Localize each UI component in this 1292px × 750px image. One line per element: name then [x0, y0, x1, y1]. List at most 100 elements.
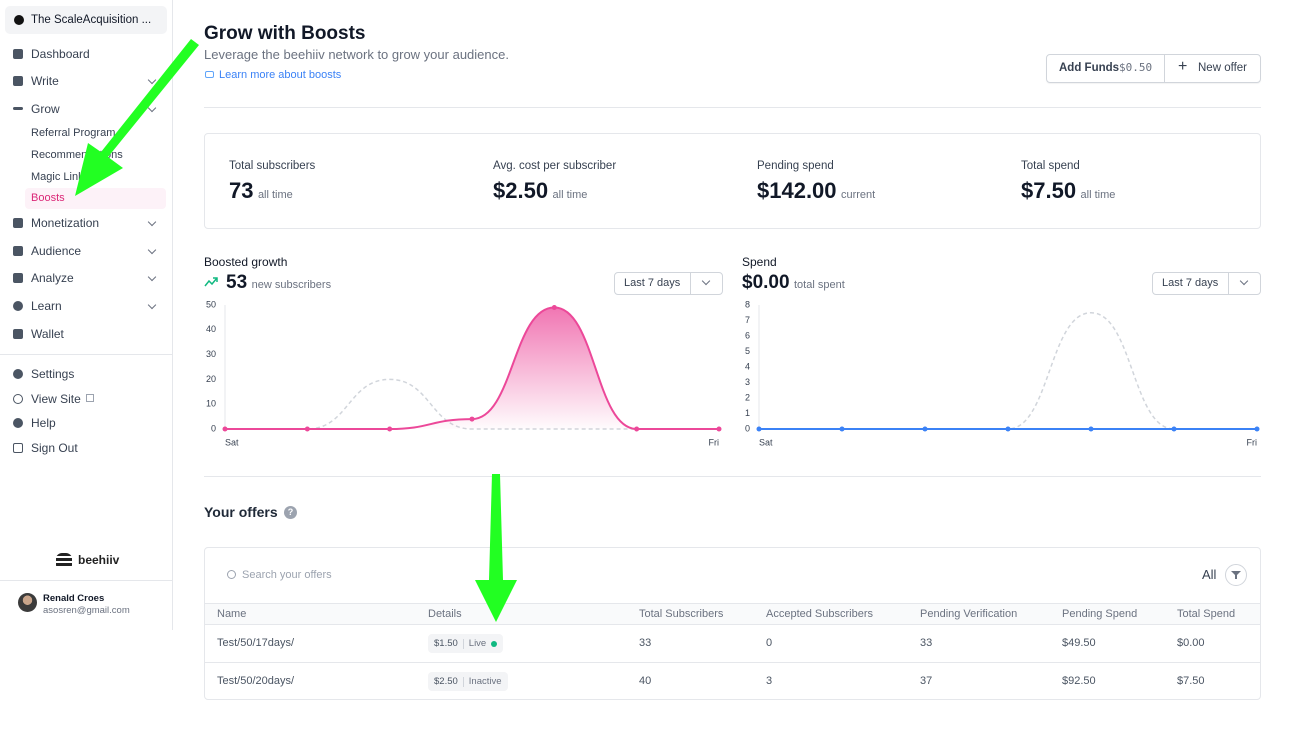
- column-header: Total Subscribers: [639, 608, 724, 620]
- user-name: Renald Croes: [43, 593, 105, 604]
- add-funds-button[interactable]: Add Funds: [1059, 62, 1120, 74]
- nav-item[interactable]: Monetization: [31, 216, 100, 230]
- icon: [13, 49, 23, 59]
- y-tick-label: 30: [206, 349, 216, 359]
- cell: 37: [920, 675, 933, 687]
- brand-logo: [56, 553, 72, 567]
- button-group: [1046, 54, 1261, 83]
- divider: [0, 580, 172, 581]
- stat-label: Pending spend: [757, 160, 834, 172]
- stat-value: 73: [229, 178, 254, 203]
- dropdown-divider: [1228, 272, 1229, 295]
- y-tick-label: 5: [745, 346, 750, 356]
- stat-label: Avg. cost per subscriber: [493, 160, 617, 172]
- icon: [13, 76, 23, 86]
- nav-item[interactable]: Wallet: [31, 327, 64, 341]
- y-tick-label: 3: [745, 377, 750, 387]
- range-dropdown[interactable]: [614, 272, 723, 295]
- nav-item[interactable]: Learn: [31, 299, 62, 313]
- cell: $92.50: [1062, 675, 1096, 687]
- workspace-name: The ScaleAcquisition ...: [31, 14, 152, 26]
- x-tick-label: Sat: [225, 437, 239, 447]
- range-label: Last 7 days: [1162, 277, 1219, 289]
- icon: [13, 301, 23, 311]
- trend-icon: [204, 277, 218, 287]
- point: [716, 426, 722, 432]
- cell: 3: [766, 675, 773, 687]
- stat-value-row: $142.00 current: [757, 178, 875, 208]
- icon: [13, 418, 23, 428]
- cell: 40: [639, 675, 652, 687]
- point: [1088, 426, 1094, 432]
- icon: [13, 273, 23, 283]
- stats-card: [204, 133, 1261, 229]
- separator: [462, 638, 464, 649]
- stat-suffix: current: [840, 189, 876, 201]
- icon: [13, 246, 23, 256]
- point: [756, 426, 762, 432]
- column-header: Total Spend: [1177, 608, 1236, 620]
- learn-more-link[interactable]: Learn more about boosts: [219, 69, 342, 81]
- avatar[interactable]: [18, 593, 37, 612]
- y-tick-label: 20: [206, 374, 216, 384]
- plus-icon: +: [1178, 58, 1188, 75]
- page-subtitle: Leverage the beehiiv network to grow you…: [204, 47, 509, 62]
- nav-item[interactable]: Grow: [31, 102, 60, 116]
- headline-value: $0.00: [742, 272, 790, 293]
- workspace-switcher[interactable]: [5, 6, 167, 34]
- y-tick-label: 7: [745, 315, 750, 325]
- funds-amount: $0.50: [1119, 61, 1153, 74]
- cell: $7.50: [1177, 675, 1205, 687]
- headline-suffix: new subscribers: [251, 279, 332, 291]
- nav-item[interactable]: Write: [31, 74, 59, 88]
- new-offer-button[interactable]: New offer: [1198, 62, 1248, 74]
- filter-icon: [1231, 571, 1241, 579]
- search-input[interactable]: Search your offers: [242, 569, 332, 581]
- divider: [204, 476, 1261, 477]
- filter-label[interactable]: All: [1202, 567, 1217, 582]
- nav-item[interactable]: Analyze: [31, 271, 74, 285]
- nav-item[interactable]: View Site: [31, 392, 81, 406]
- stat-value-row: $2.50 all time: [493, 178, 587, 208]
- point: [1005, 426, 1011, 432]
- range-label: Last 7 days: [624, 277, 681, 289]
- stat-label: Total subscribers: [229, 160, 316, 172]
- help-icon[interactable]: ?: [284, 506, 297, 519]
- nav-item[interactable]: Settings: [31, 367, 75, 381]
- point: [551, 304, 557, 310]
- page-title: Grow with Boosts: [204, 23, 366, 44]
- point: [222, 426, 228, 432]
- point: [304, 426, 310, 432]
- column-header: Name: [217, 608, 247, 620]
- table-row[interactable]: [205, 625, 1260, 662]
- sub-nav-item[interactable]: Magic Links: [31, 171, 90, 183]
- column-header: Accepted Subscribers: [766, 608, 873, 620]
- separator: [462, 676, 464, 687]
- range-dropdown[interactable]: [1152, 272, 1261, 295]
- table-row[interactable]: [205, 663, 1260, 700]
- stat-value: $2.50: [493, 178, 549, 203]
- sub-nav-item-active[interactable]: Boosts: [31, 192, 65, 204]
- x-tick-label: Fri: [1247, 437, 1258, 447]
- nav-item[interactable]: Sign Out: [31, 441, 78, 455]
- y-tick-label: 0: [745, 423, 750, 433]
- filter-button[interactable]: [1225, 564, 1247, 586]
- search-icon: [227, 570, 236, 579]
- offers-table: [204, 547, 1261, 700]
- external-icon: [86, 394, 94, 402]
- line: [224, 306, 719, 431]
- divider: [0, 354, 172, 355]
- cell: Test/50/20days/: [217, 675, 295, 687]
- stat-suffix: all time: [257, 189, 293, 201]
- offer-status: Live: [468, 638, 487, 649]
- nav-item[interactable]: Help: [31, 416, 56, 430]
- column-header: Pending Spend: [1062, 608, 1138, 620]
- icon: [13, 369, 23, 379]
- cell: $49.50: [1062, 637, 1096, 649]
- icon: [13, 107, 23, 110]
- y-tick-label: 50: [206, 299, 216, 309]
- nav-item[interactable]: Audience: [31, 244, 82, 258]
- stat-suffix: all time: [552, 189, 588, 201]
- icon: [13, 443, 23, 453]
